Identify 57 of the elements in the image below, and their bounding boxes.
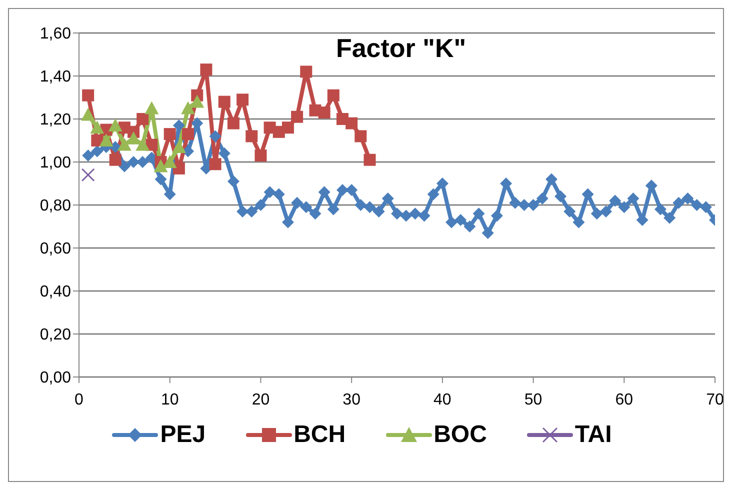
chart-title: Factor "K": [336, 33, 466, 63]
point: [117, 138, 132, 151]
point: [144, 101, 159, 114]
point: [182, 128, 194, 140]
point: [108, 118, 122, 132]
point: [181, 101, 196, 114]
point: [318, 106, 330, 119]
x-tick-label: 30: [342, 391, 361, 408]
legend-label: BOC: [434, 421, 487, 449]
point: [291, 110, 304, 123]
y-tick-label: 0,00: [40, 370, 72, 387]
point: [99, 134, 114, 146]
point: [162, 155, 177, 168]
point: [218, 96, 230, 108]
legend-label: TAI: [574, 421, 612, 449]
y-tick-label: 0,60: [40, 240, 72, 258]
point: [81, 108, 96, 121]
x-tick-label: 20: [252, 391, 270, 408]
point: [136, 138, 150, 151]
point: [236, 94, 249, 106]
point: [354, 130, 367, 142]
y-tick-label: 0,20: [40, 326, 72, 344]
point: [282, 122, 294, 134]
y-tick-label: 0,80: [40, 198, 72, 215]
x-tick-label: 70: [706, 391, 724, 408]
point: [109, 154, 122, 166]
point: [346, 117, 358, 130]
x-tick-label: 0: [74, 391, 84, 408]
legend-label: PEJ: [160, 421, 206, 449]
point: [300, 66, 312, 78]
point: [246, 130, 258, 142]
point: [82, 89, 94, 102]
point: [209, 158, 222, 170]
point: [172, 140, 186, 153]
y-tick-label: 1,60: [40, 26, 72, 43]
point: [254, 150, 267, 162]
point: [190, 94, 204, 108]
x-tick-label: 60: [615, 391, 634, 408]
point: [90, 120, 104, 134]
x-tick-label: 40: [434, 391, 452, 408]
x-tick-label: 50: [524, 391, 542, 408]
point: [154, 159, 168, 172]
point: [327, 89, 340, 102]
legend-label: BCH: [294, 421, 346, 449]
y-tick-label: 1,20: [40, 112, 72, 129]
point: [172, 162, 185, 174]
y-tick-label: 1,40: [40, 68, 72, 86]
y-tick-label: 0,40: [40, 284, 72, 301]
point: [126, 131, 141, 144]
y-tick-label: 1,00: [40, 154, 72, 172]
point: [364, 154, 376, 166]
point: [81, 168, 95, 182]
point: [227, 117, 240, 130]
point: [164, 128, 176, 140]
point: [200, 64, 212, 76]
point: [136, 113, 149, 125]
x-tick-label: 10: [160, 391, 179, 408]
